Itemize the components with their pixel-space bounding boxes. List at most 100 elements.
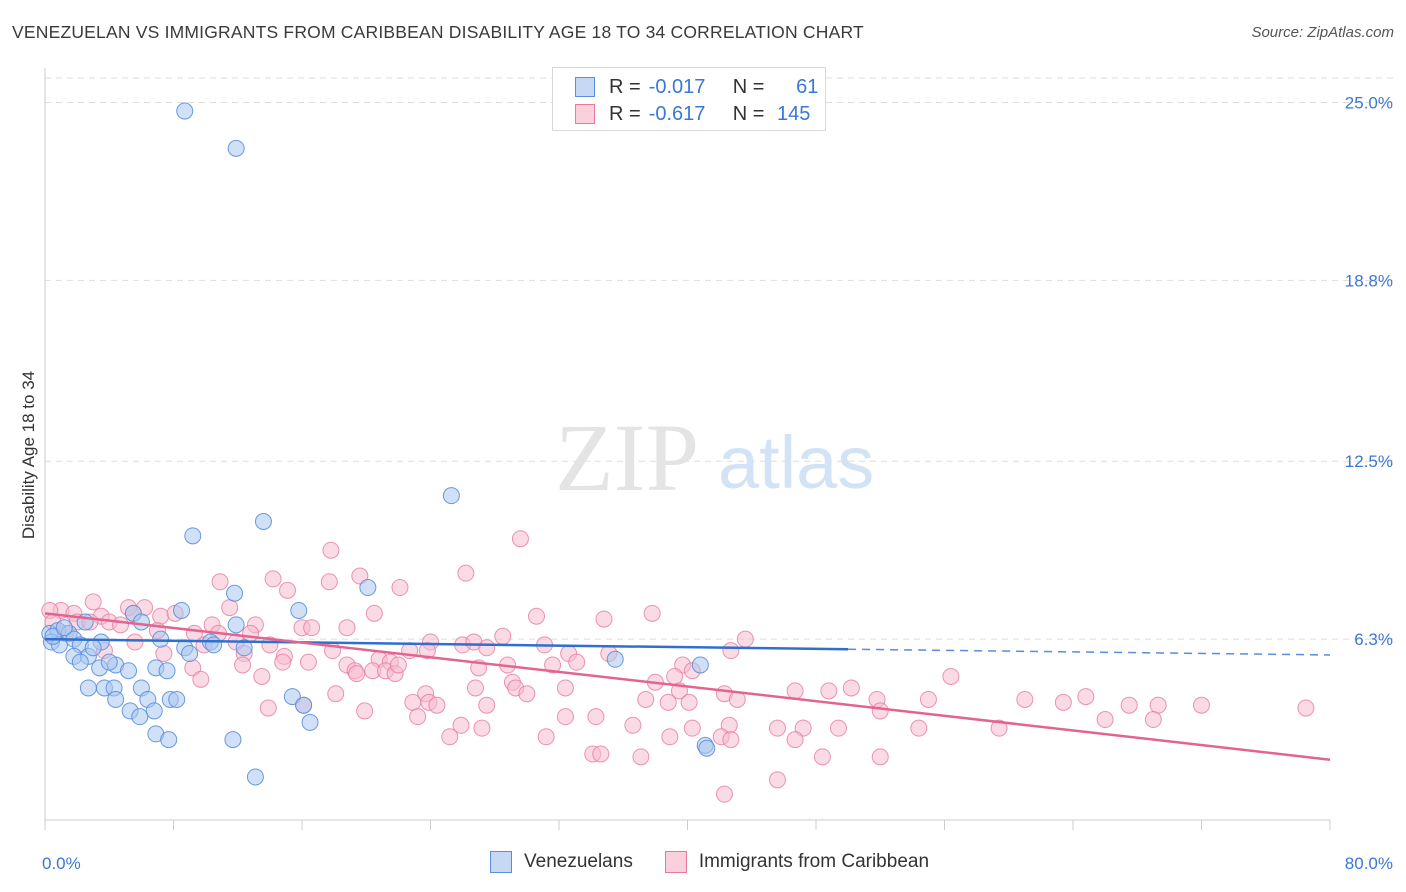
data-point-venezuelan xyxy=(227,139,245,157)
series-caribbean-points xyxy=(41,530,1315,803)
data-point-caribbean xyxy=(211,573,229,591)
legend-row-caribbean: R = -0.617 N = 145 xyxy=(575,102,810,126)
axes xyxy=(44,68,1331,830)
data-point-venezuelan xyxy=(442,487,460,505)
data-point-venezuelan xyxy=(606,650,624,668)
grid-lines xyxy=(45,77,1395,640)
data-point-caribbean xyxy=(768,719,786,737)
data-point-caribbean xyxy=(404,693,422,711)
data-point-venezuelan xyxy=(227,616,245,634)
data-point-caribbean xyxy=(152,607,170,625)
data-point-caribbean xyxy=(736,630,754,648)
legend-r-label: R = xyxy=(609,102,641,125)
y-tick-label: 18.8% xyxy=(1345,271,1393,290)
data-point-venezuelan xyxy=(224,731,242,749)
data-point-caribbean xyxy=(303,619,321,637)
data-point-caribbean xyxy=(478,639,496,657)
data-point-caribbean xyxy=(544,656,562,674)
data-point-caribbean xyxy=(111,616,129,634)
data-point-venezuelan xyxy=(698,739,716,757)
data-point-venezuelan xyxy=(158,662,176,680)
data-point-caribbean xyxy=(666,667,684,685)
data-point-caribbean xyxy=(1193,696,1210,714)
data-point-caribbean xyxy=(320,573,338,591)
data-point-caribbean xyxy=(942,667,960,685)
data-point-caribbean xyxy=(556,708,574,726)
data-point-venezuelan xyxy=(184,527,202,545)
chart-title: VENEZUELAN VS IMMIGRANTS FROM CARIBBEAN … xyxy=(12,22,864,42)
data-point-venezuelan xyxy=(168,690,186,708)
data-point-caribbean xyxy=(279,581,297,599)
data-point-venezuelan xyxy=(226,584,244,602)
trend-lines xyxy=(44,612,1331,761)
watermark-zip: ZIP xyxy=(555,404,699,511)
data-point-caribbean xyxy=(299,653,317,671)
data-point-caribbean xyxy=(518,685,536,703)
data-point-caribbean xyxy=(829,719,847,737)
data-point-caribbean xyxy=(242,624,260,642)
source-label: Source: ZipAtlas.com xyxy=(1251,24,1394,41)
bottom-legend-swatch-blue xyxy=(490,851,512,873)
data-point-caribbean xyxy=(871,748,889,766)
data-point-caribbean xyxy=(409,708,427,726)
data-point-caribbean xyxy=(768,771,786,789)
x-tick-label: 0.0% xyxy=(42,854,81,873)
data-point-caribbean xyxy=(659,693,677,711)
y-tick-label: 6.3% xyxy=(1354,630,1393,649)
data-point-venezuelan xyxy=(132,613,150,631)
data-point-venezuelan xyxy=(301,713,319,731)
data-point-caribbean xyxy=(813,748,831,766)
data-point-caribbean xyxy=(722,642,740,660)
data-point-caribbean xyxy=(661,728,679,746)
data-point-venezuelan xyxy=(359,579,377,597)
data-point-caribbean xyxy=(494,627,512,645)
data-point-caribbean xyxy=(264,570,282,588)
data-point-venezuelan xyxy=(100,653,118,671)
data-point-caribbean xyxy=(391,579,409,597)
data-point-caribbean xyxy=(528,607,546,625)
data-point-caribbean xyxy=(842,679,860,697)
data-point-caribbean xyxy=(537,728,555,746)
data-point-caribbean xyxy=(356,702,374,720)
bottom-legend: Venezuelans Immigrants from Caribbean xyxy=(490,851,961,873)
data-point-caribbean xyxy=(683,719,701,737)
bottom-legend-caribbean: Immigrants from Caribbean xyxy=(664,851,929,873)
bottom-legend-label: Venezuelans xyxy=(524,851,633,872)
data-point-caribbean xyxy=(1096,711,1114,729)
legend: R = -0.017 N = 61 R = -0.617 N = 145 xyxy=(552,67,826,131)
legend-swatch-pink xyxy=(575,104,595,124)
data-point-venezuelan xyxy=(283,688,301,706)
data-point-venezuelan xyxy=(71,653,89,671)
data-point-caribbean xyxy=(1077,688,1095,706)
data-point-caribbean xyxy=(680,693,698,711)
watermark-atlas: atlas xyxy=(718,421,874,504)
y-axis-label: Disability Age 18 to 34 xyxy=(19,371,38,539)
data-point-caribbean xyxy=(1054,693,1072,711)
data-point-venezuelan xyxy=(181,645,199,663)
bottom-legend-venezuelans: Venezuelans xyxy=(490,851,633,873)
data-point-venezuelan xyxy=(205,636,223,654)
data-point-caribbean xyxy=(457,564,475,582)
data-point-caribbean xyxy=(820,682,838,700)
y-tick-label: 12.5% xyxy=(1345,452,1393,471)
data-point-caribbean xyxy=(466,679,484,697)
legend-r-value: -0.617 xyxy=(648,102,706,125)
data-point-venezuelan xyxy=(152,630,170,648)
legend-n-label: N = xyxy=(732,102,765,125)
data-point-caribbean xyxy=(441,728,459,746)
data-point-caribbean xyxy=(1120,696,1138,714)
data-point-caribbean xyxy=(365,604,383,622)
legend-n-label: N = xyxy=(732,75,765,98)
legend-swatch-blue xyxy=(575,77,595,97)
data-point-caribbean xyxy=(478,696,496,714)
data-point-caribbean xyxy=(632,748,650,766)
data-point-caribbean xyxy=(274,653,292,671)
data-point-caribbean xyxy=(234,656,252,674)
data-point-venezuelan xyxy=(131,708,149,726)
data-point-caribbean xyxy=(595,610,613,628)
data-point-caribbean xyxy=(389,656,407,674)
data-point-caribbean xyxy=(786,731,804,749)
data-point-caribbean xyxy=(418,642,436,660)
data-point-caribbean xyxy=(348,665,366,683)
